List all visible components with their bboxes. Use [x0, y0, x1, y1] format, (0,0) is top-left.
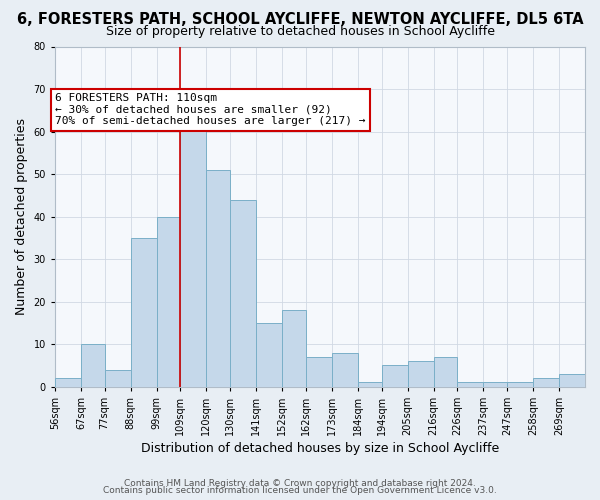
Bar [559, 374, 585, 386]
Bar [181, 128, 206, 386]
Bar [306, 357, 332, 386]
Bar [256, 323, 282, 386]
Bar [457, 382, 483, 386]
Bar [358, 382, 382, 386]
Text: Size of property relative to detached houses in School Aycliffe: Size of property relative to detached ho… [106, 25, 494, 38]
Bar [81, 344, 104, 387]
Bar [332, 352, 358, 386]
X-axis label: Distribution of detached houses by size in School Aycliffe: Distribution of detached houses by size … [141, 442, 499, 455]
Bar [533, 378, 559, 386]
Bar [282, 310, 306, 386]
Bar [434, 357, 457, 386]
Bar [230, 200, 256, 386]
Bar [206, 170, 230, 386]
Bar [55, 378, 81, 386]
Text: 6 FORESTERS PATH: 110sqm
← 30% of detached houses are smaller (92)
70% of semi-d: 6 FORESTERS PATH: 110sqm ← 30% of detach… [55, 94, 365, 126]
Text: 6, FORESTERS PATH, SCHOOL AYCLIFFE, NEWTON AYCLIFFE, DL5 6TA: 6, FORESTERS PATH, SCHOOL AYCLIFFE, NEWT… [17, 12, 583, 28]
Text: Contains HM Land Registry data © Crown copyright and database right 2024.: Contains HM Land Registry data © Crown c… [124, 478, 476, 488]
Bar [382, 366, 407, 386]
Bar [104, 370, 131, 386]
Bar [131, 238, 157, 386]
Bar [157, 216, 181, 386]
Bar [407, 361, 434, 386]
Text: Contains public sector information licensed under the Open Government Licence v3: Contains public sector information licen… [103, 486, 497, 495]
Y-axis label: Number of detached properties: Number of detached properties [15, 118, 28, 315]
Bar [483, 382, 507, 386]
Bar [507, 382, 533, 386]
